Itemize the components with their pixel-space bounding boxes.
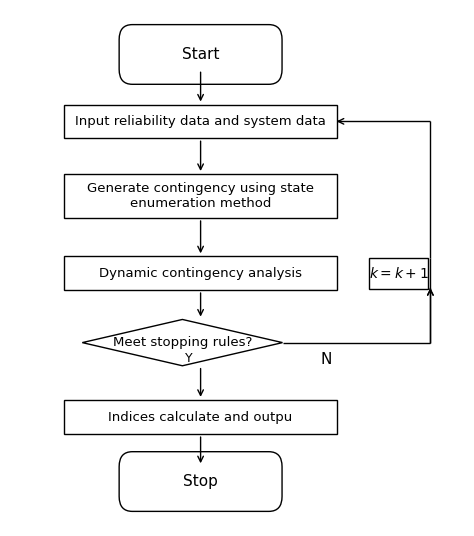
- Text: Start: Start: [182, 47, 219, 62]
- Text: Meet stopping rules?: Meet stopping rules?: [113, 336, 252, 349]
- Bar: [64, 105, 337, 138]
- Bar: [64, 400, 337, 434]
- Polygon shape: [82, 319, 283, 366]
- Bar: [64, 174, 337, 218]
- Text: N: N: [320, 352, 331, 367]
- Text: $k=k+1$: $k=k+1$: [369, 266, 428, 281]
- Text: Input reliability data and system data: Input reliability data and system data: [75, 115, 326, 128]
- Bar: [369, 258, 428, 288]
- FancyBboxPatch shape: [119, 452, 282, 511]
- Text: Generate contingency using state
enumeration method: Generate contingency using state enumera…: [87, 182, 314, 210]
- Text: Dynamic contingency analysis: Dynamic contingency analysis: [99, 266, 302, 280]
- Text: Stop: Stop: [183, 474, 218, 489]
- FancyBboxPatch shape: [119, 25, 282, 84]
- Text: Indices calculate and outpu: Indices calculate and outpu: [109, 411, 293, 424]
- Bar: [64, 256, 337, 290]
- Text: Y: Y: [185, 352, 193, 364]
